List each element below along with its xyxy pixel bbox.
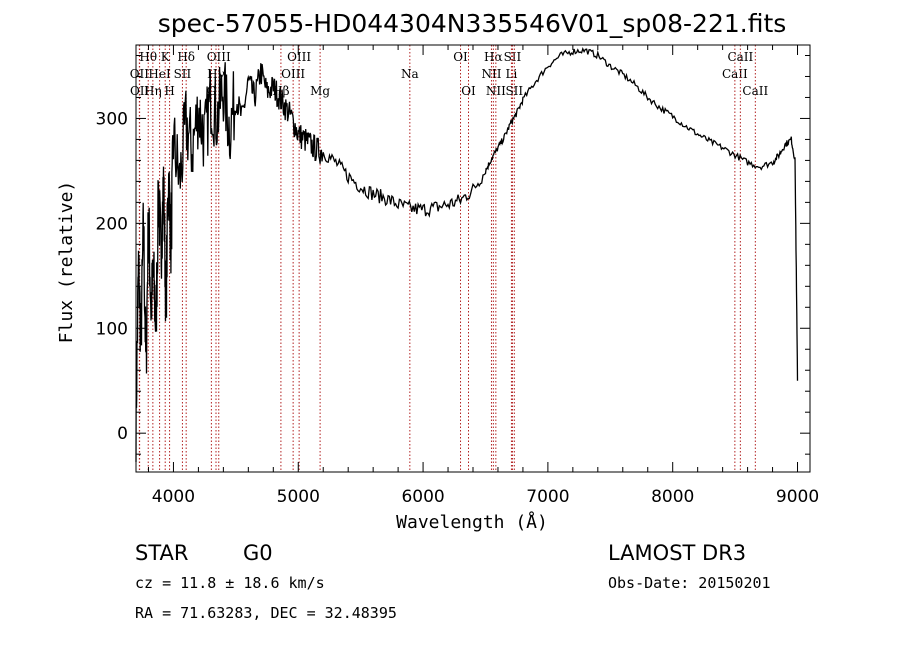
object-class: STAR xyxy=(135,541,188,565)
spectral-line-label: Mg xyxy=(310,84,330,98)
spectral-line-label: CaII xyxy=(727,50,753,64)
y-tick-label: 100 xyxy=(96,319,128,339)
axis-ticks: 4000 5000 6000 7000 8000 9000 0 100 200 300 xyxy=(96,45,819,507)
spectral-line-label: K xyxy=(161,50,171,64)
x-tick-label: 5000 xyxy=(277,487,320,507)
velocity-readout: cz = 11.8 ± 18.6 km/s xyxy=(135,574,325,592)
spectral-line-label: SII xyxy=(505,84,523,98)
obs-date: Obs-Date: 20150201 xyxy=(608,574,771,592)
spectral-line-label: OIII xyxy=(207,50,231,64)
spectral-line-label: CaII xyxy=(722,67,748,81)
spectral-line-label: G xyxy=(207,84,217,98)
x-tick-label: 4000 xyxy=(152,487,195,507)
y-axis-label: Flux (relative) xyxy=(56,181,77,344)
x-tick-label: 7000 xyxy=(526,487,569,507)
spectral-line-label: Hθ xyxy=(139,50,157,64)
spectral-line-label: OIII xyxy=(281,67,305,81)
spectral-line-label: Hδ xyxy=(177,50,195,64)
spectral-line-label: OI xyxy=(461,84,476,98)
y-tick-label: 300 xyxy=(96,109,128,129)
spectral-line-label: NII xyxy=(481,67,501,81)
y-tick-label: 200 xyxy=(96,214,128,234)
spectral-line-label: CaII xyxy=(742,84,768,98)
spectral-line-label: SII xyxy=(174,67,192,81)
x-axis-label: Wavelength (Å) xyxy=(396,511,548,533)
spectral-line-label: OIII xyxy=(287,50,311,64)
flux-series-line xyxy=(135,46,799,463)
x-tick-label: 9000 xyxy=(776,487,819,507)
spectral-line-label: HeI xyxy=(148,67,171,81)
spectral-line-label: Na xyxy=(401,67,419,81)
x-tick-label: 8000 xyxy=(651,487,694,507)
spectral-line-label: SII xyxy=(504,50,522,64)
spectral-line-label: OI xyxy=(453,50,468,64)
spectral-line-label: NII xyxy=(486,84,506,98)
chart-title: spec-57055-HD044304N335546V01_sp08-221.f… xyxy=(158,9,787,38)
spectral-line-label: OII xyxy=(130,84,150,98)
y-tick-label: 0 xyxy=(117,424,128,444)
spectral-line-label: Hα xyxy=(484,50,503,64)
survey-name: LAMOST DR3 xyxy=(608,541,746,565)
coordinates-readout: RA = 71.63283, DEC = 32.48395 xyxy=(135,604,397,622)
spectral-line-label: Li xyxy=(506,67,518,81)
spectral-line-label: Hη xyxy=(144,84,162,98)
spectral-line-label: H xyxy=(164,84,174,98)
x-tick-label: 6000 xyxy=(401,487,444,507)
object-subclass: G0 xyxy=(243,541,273,565)
